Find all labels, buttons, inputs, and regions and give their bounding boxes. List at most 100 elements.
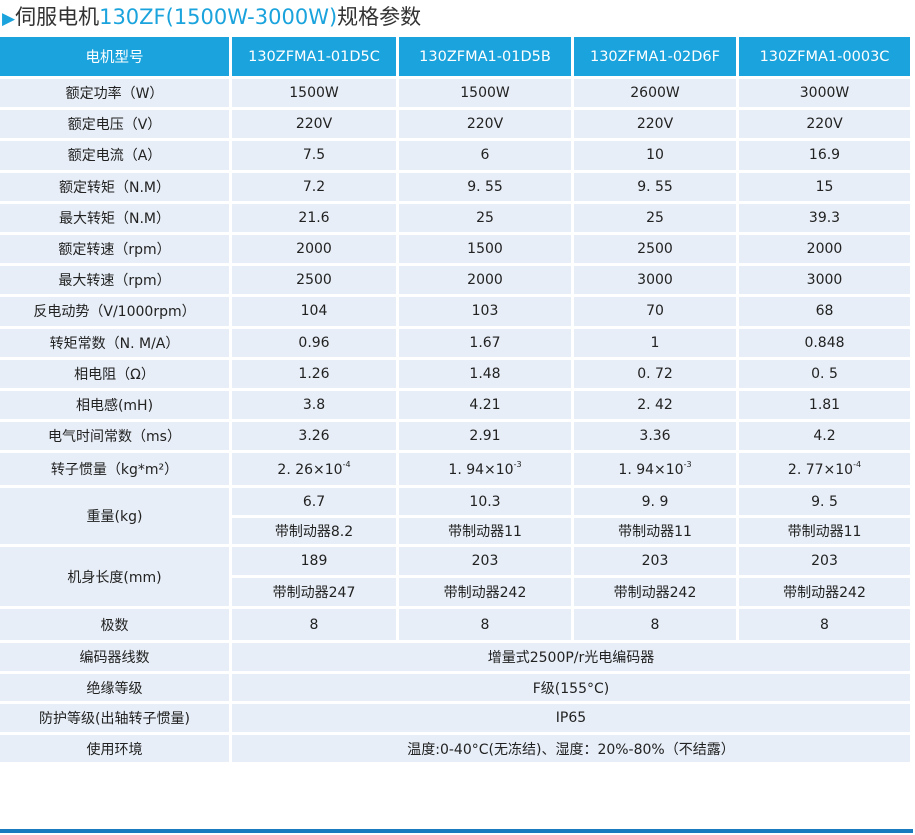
cell-value: F级(155°C) <box>232 673 913 705</box>
cell-value: 8 <box>399 609 574 644</box>
cell-value: 带制动器242 <box>739 578 913 610</box>
cell-value: 220V <box>399 110 574 142</box>
cell-value: 3000W <box>739 79 913 111</box>
header-model: 130ZFMA1-0003C <box>739 37 913 79</box>
cell-value: 70 <box>574 297 739 329</box>
header-model: 130ZFMA1-01D5C <box>232 37 399 79</box>
row-label: 重量(kg) <box>0 488 232 548</box>
cell-value: 203 <box>739 547 913 579</box>
cell-value: 2. 42 <box>574 390 739 423</box>
table-row: 带制动器8.2 带制动器11 带制动器11 带制动器11 <box>0 517 913 548</box>
cell-value: 2500 <box>574 234 739 267</box>
cell-value: 1.81 <box>739 390 913 423</box>
table-row: 额定电压（V） 220V 220V 220V 220V <box>0 110 913 142</box>
table-row: 额定转矩（N.M） 7.2 9. 55 9. 55 15 <box>0 172 913 204</box>
cell-value: 189 <box>232 547 399 579</box>
cell-value: 25 <box>399 203 574 235</box>
cell-value: 带制动器11 <box>574 517 739 548</box>
table-row: 转矩常数（N. M/A） 0.96 1.67 1 0.848 <box>0 328 913 360</box>
table-row: 最大转矩（N.M） 21.6 25 25 39.3 <box>0 203 913 235</box>
table-row: 编码器线数 增量式2500P/r光电编码器 <box>0 643 913 674</box>
cell-value: 1500 <box>399 234 574 267</box>
cell-value: 8 <box>232 609 399 644</box>
cell-value: 带制动器8.2 <box>232 517 399 548</box>
cell-value: 9. 5 <box>739 488 913 518</box>
table-row: 最大转速（rpm） 2500 2000 3000 3000 <box>0 266 913 298</box>
table-row: 电气时间常数（ms） 3.26 2.91 3.36 4.2 <box>0 422 913 454</box>
cell-value: 带制动器247 <box>232 578 399 610</box>
cell-value: 2. 26×10-4 <box>232 453 399 489</box>
row-label: 电气时间常数（ms） <box>0 422 232 454</box>
cell-value: 9. 55 <box>574 172 739 204</box>
cell-value: 15 <box>739 172 913 204</box>
cell-value: 1 <box>574 328 739 360</box>
cell-value: 16.9 <box>739 141 913 173</box>
table-row: 带制动器247 带制动器242 带制动器242 带制动器242 <box>0 578 913 610</box>
cell-value: 7.2 <box>232 172 399 204</box>
cell-value: 2500 <box>232 266 399 298</box>
cell-value: 8 <box>574 609 739 644</box>
inertia-exponent: -3 <box>683 460 692 470</box>
cell-value: 0. 5 <box>739 359 913 391</box>
cell-value: 220V <box>574 110 739 142</box>
cell-value: 203 <box>399 547 574 579</box>
row-label: 极数 <box>0 609 232 644</box>
row-label: 使用环境 <box>0 734 232 766</box>
row-label: 最大转速（rpm） <box>0 266 232 298</box>
cell-value: 3.36 <box>574 422 739 454</box>
cell-value: 103 <box>399 297 574 329</box>
cell-value: 2. 77×10-4 <box>739 453 913 489</box>
cell-value: 1.48 <box>399 359 574 391</box>
cell-value: 2000 <box>399 266 574 298</box>
cell-value: 0. 72 <box>574 359 739 391</box>
cell-value: 21.6 <box>232 203 399 235</box>
cell-value: 增量式2500P/r光电编码器 <box>232 643 913 674</box>
row-label: 相电阻（Ω） <box>0 359 232 391</box>
header-model: 130ZFMA1-02D6F <box>574 37 739 79</box>
cell-value: 2600W <box>574 79 739 111</box>
cell-value: 6 <box>399 141 574 173</box>
row-label: 防护等级(出轴转子惯量) <box>0 704 232 735</box>
cell-value: 1500W <box>232 79 399 111</box>
cell-value: 68 <box>739 297 913 329</box>
cell-value: 39.3 <box>739 203 913 235</box>
inertia-base: 1. 94×10 <box>618 462 684 479</box>
row-label: 反电动势（V/1000rpm） <box>0 297 232 329</box>
cell-value: 2000 <box>232 234 399 267</box>
table-row: 绝缘等级 F级(155°C) <box>0 673 913 705</box>
cell-value: 带制动器242 <box>574 578 739 610</box>
cell-value: 9. 55 <box>399 172 574 204</box>
table-row: 极数 8 8 8 8 <box>0 609 913 644</box>
inertia-base: 2. 26×10 <box>277 462 343 479</box>
cell-value: 1.67 <box>399 328 574 360</box>
cell-value: 带制动器11 <box>399 517 574 548</box>
cell-value: 9. 9 <box>574 488 739 518</box>
cell-value: 7.5 <box>232 141 399 173</box>
cell-value: 104 <box>232 297 399 329</box>
cell-value: IP65 <box>232 704 913 735</box>
row-label: 额定转速（rpm） <box>0 234 232 267</box>
page-title: ▶伺服电机130ZF(1500W-3000W)规格参数 <box>2 5 422 29</box>
cell-value: 3000 <box>739 266 913 298</box>
row-label: 绝缘等级 <box>0 673 232 705</box>
triangle-bullet-icon: ▶ <box>2 9 16 29</box>
table-row: 使用环境 温度:0-40°C(无冻结)、湿度：20%-80%（不结露） <box>0 734 913 766</box>
table-row: 额定转速（rpm） 2000 1500 2500 2000 <box>0 234 913 267</box>
table-row: 相电阻（Ω） 1.26 1.48 0. 72 0. 5 <box>0 359 913 391</box>
cell-value: 25 <box>574 203 739 235</box>
bottom-bar <box>0 829 913 833</box>
cell-value: 带制动器242 <box>399 578 574 610</box>
inertia-exponent: -4 <box>853 460 862 470</box>
cell-value: 3.26 <box>232 422 399 454</box>
row-label: 额定电压（V） <box>0 110 232 142</box>
cell-value: 220V <box>739 110 913 142</box>
cell-value: 温度:0-40°C(无冻结)、湿度：20%-80%（不结露） <box>232 734 913 766</box>
cell-value: 1. 94×10-3 <box>574 453 739 489</box>
header-model: 130ZFMA1-01D5B <box>399 37 574 79</box>
cell-value: 10 <box>574 141 739 173</box>
row-label: 额定电流（A） <box>0 141 232 173</box>
cell-value: 3000 <box>574 266 739 298</box>
spec-table: 电机型号 130ZFMA1-01D5C 130ZFMA1-01D5B 130ZF… <box>0 37 913 766</box>
row-label: 额定转矩（N.M） <box>0 172 232 204</box>
table-row: 反电动势（V/1000rpm） 104 103 70 68 <box>0 297 913 329</box>
